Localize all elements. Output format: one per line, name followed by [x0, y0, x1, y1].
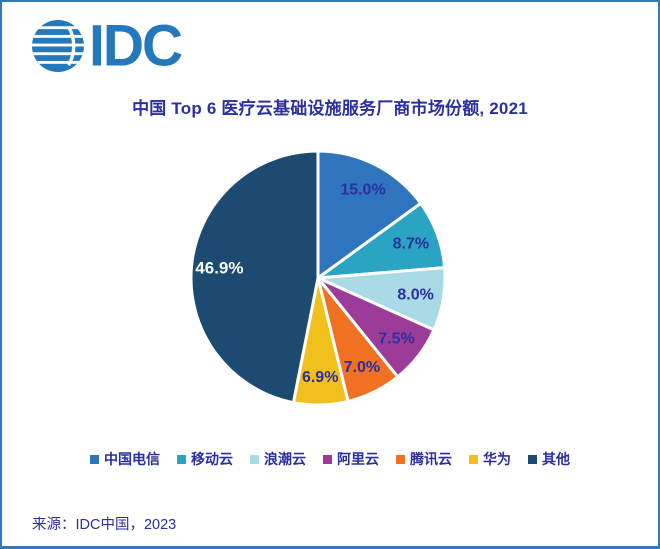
chart-title: 中国 Top 6 医疗云基础设施服务厂商市场份额, 2021: [132, 99, 528, 118]
legend-swatch-icon: [323, 454, 332, 464]
legend-item-其他: 其他: [528, 449, 570, 469]
legend-swatch-icon: [90, 454, 99, 464]
pie-slice-value-label: 8.0%: [397, 287, 433, 304]
pie-slice-value-label: 15.0%: [340, 182, 385, 199]
chart-legend: 中国电信 移动云 浪潮云 阿里云 腾讯云 华为 其他: [2, 449, 658, 469]
pie-slice-其他: [189, 149, 320, 405]
legend-swatch-icon: [396, 454, 405, 464]
legend-label: 中国电信: [104, 451, 160, 467]
pie-slice-value-label: 8.7%: [393, 236, 429, 253]
legend-item-浪潮云: 浪潮云: [250, 449, 306, 469]
legend-item-阿里云: 阿里云: [323, 449, 379, 469]
legend-label: 浪潮云: [264, 451, 306, 467]
idc-logo: IDC: [32, 13, 183, 79]
pie-slice-value-label: 46.9%: [195, 258, 243, 277]
legend-label: 其他: [542, 451, 570, 467]
legend-item-中国电信: 中国电信: [90, 449, 160, 469]
pie-slice-value-label: 7.5%: [378, 331, 414, 348]
legend-label: 腾讯云: [410, 451, 452, 467]
legend-item-腾讯云: 腾讯云: [396, 449, 452, 469]
pie-slice-中国电信: [316, 149, 423, 280]
legend-label: 华为: [483, 451, 511, 467]
idc-logo-text: IDC: [89, 13, 183, 79]
legend-item-华为: 华为: [469, 449, 511, 469]
legend-swatch-icon: [528, 454, 537, 464]
legend-label: 移动云: [191, 451, 233, 467]
legend-item-移动云: 移动云: [177, 449, 233, 469]
pie-slice-value-label: 7.0%: [344, 359, 380, 376]
source-note: 来源：IDC中国，2023: [32, 517, 177, 533]
legend-label: 阿里云: [337, 451, 379, 467]
legend-swatch-icon: [469, 454, 478, 464]
legend-swatch-icon: [250, 454, 259, 464]
pie-slice-value-label: 6.9%: [302, 369, 338, 386]
idc-globe-icon: [32, 20, 84, 72]
legend-swatch-icon: [177, 454, 186, 464]
